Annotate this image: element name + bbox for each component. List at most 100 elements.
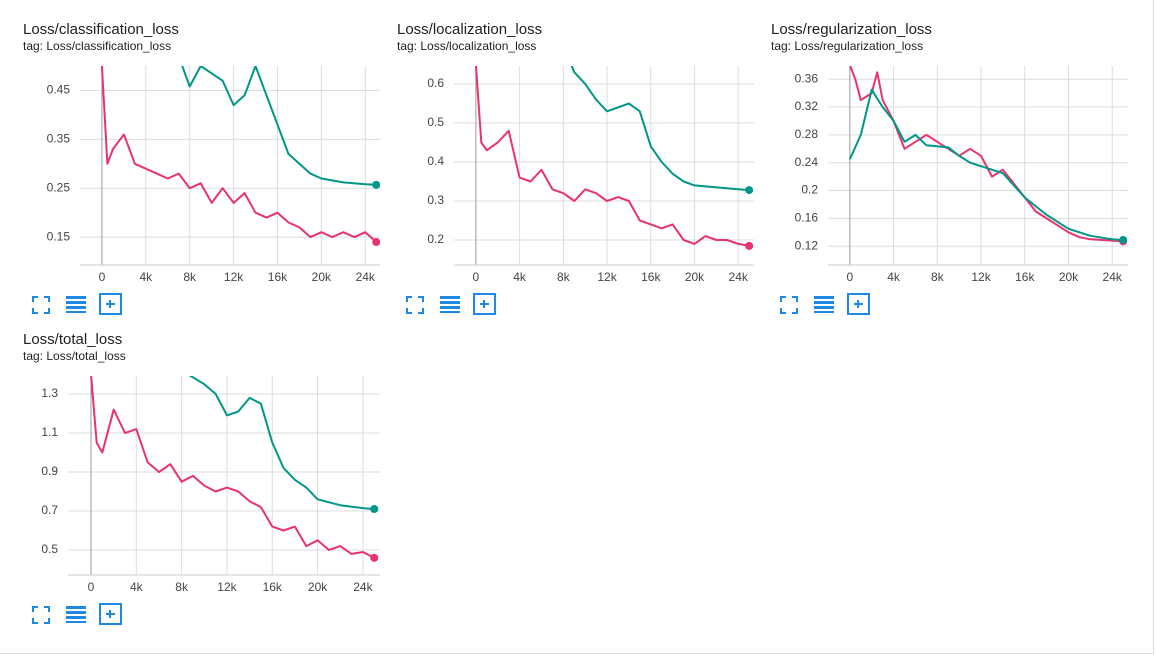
card: Loss/localization_loss tag: Loss/localiza… xyxy=(374,0,754,320)
x-tick-label: 0 xyxy=(88,580,95,594)
x-tick-label: 20k xyxy=(312,270,332,284)
y-tick-label: 0.2 xyxy=(801,183,818,197)
y-tick-label: 0.5 xyxy=(41,542,58,556)
y-tick-label: 0.45 xyxy=(47,83,71,97)
x-tick-label: 24k xyxy=(353,580,373,594)
chart-title: Loss/classification_loss xyxy=(23,21,179,38)
log-icon[interactable] xyxy=(814,296,834,313)
log-icon[interactable] xyxy=(66,296,86,313)
y-tick-label: 0.16 xyxy=(795,211,819,225)
x-tick-label: 12k xyxy=(224,270,244,284)
end-point xyxy=(745,241,754,250)
x-tick-label: 24k xyxy=(356,270,376,284)
line xyxy=(90,376,375,559)
end-point xyxy=(372,238,380,247)
chart-subtitle: tag: Loss/localization_loss xyxy=(397,39,536,53)
x-tick-label: 12k xyxy=(597,270,617,284)
end-point xyxy=(370,553,379,562)
y-tick-label: 0.6 xyxy=(427,76,444,90)
fit-icon[interactable] xyxy=(473,293,496,315)
x-tick-label: 12k xyxy=(971,270,991,284)
y-tick-label: 0.25 xyxy=(47,180,71,194)
card: Loss/classification_loss tag: Loss/classi… xyxy=(0,0,380,320)
end-point xyxy=(370,505,379,514)
y-tick-label: 0.5 xyxy=(427,115,444,129)
y-tick-label: 1.1 xyxy=(41,425,58,439)
fit-icon[interactable] xyxy=(99,293,122,315)
line xyxy=(848,88,1124,241)
x-tick-label: 20k xyxy=(685,270,705,284)
fit-icon[interactable] xyxy=(99,603,122,625)
x-tick-label: 4k xyxy=(139,270,153,284)
fullscreen-icon[interactable] xyxy=(406,296,424,314)
card: Loss/regularization_loss tag: Loss/regula… xyxy=(748,0,1128,320)
toolbar[interactable] xyxy=(32,293,122,315)
line xyxy=(188,376,375,511)
x-tick-label: 8k xyxy=(557,270,571,284)
plot xyxy=(90,376,375,559)
end-point xyxy=(745,186,754,195)
fit-icon[interactable] xyxy=(847,293,870,315)
x-tick-label: 8k xyxy=(183,270,197,284)
log-icon[interactable] xyxy=(440,296,460,313)
y-tick-label: 0.9 xyxy=(41,464,58,478)
toolbar[interactable] xyxy=(406,293,496,315)
y-tick-label: 0.28 xyxy=(795,127,819,141)
y-tick-label: 0.12 xyxy=(795,238,819,252)
line xyxy=(849,66,1124,243)
y-tick-label: 0.24 xyxy=(795,155,819,169)
x-tick-label: 16k xyxy=(641,270,661,284)
y-tick-label: 0.4 xyxy=(427,154,444,168)
y-tick-label: 0.7 xyxy=(41,503,58,517)
x-tick-label: 16k xyxy=(268,270,288,284)
y-tick-label: 0.15 xyxy=(47,229,71,243)
x-tick-label: 0 xyxy=(473,270,480,284)
chart-subtitle: tag: Loss/total_loss xyxy=(23,349,126,363)
y-tick-label: 1.3 xyxy=(41,386,58,400)
fullscreen-icon[interactable] xyxy=(32,606,50,624)
plot xyxy=(100,66,377,243)
x-tick-label: 0 xyxy=(847,270,854,284)
chart-title: Loss/localization_loss xyxy=(397,21,542,38)
y-tick-label: 0.32 xyxy=(795,99,819,113)
y-tick-label: 0.36 xyxy=(795,71,819,85)
line xyxy=(181,66,377,186)
x-tick-label: 8k xyxy=(931,270,945,284)
log-icon[interactable] xyxy=(66,606,86,623)
end-point xyxy=(372,180,380,189)
x-tick-label: 16k xyxy=(1015,270,1035,284)
toolbar[interactable] xyxy=(780,293,870,315)
x-tick-label: 8k xyxy=(175,580,189,594)
y-tick-label: 0.3 xyxy=(427,193,444,207)
x-tick-label: 20k xyxy=(308,580,328,594)
chart-subtitle: tag: Loss/regularization_loss xyxy=(771,39,923,53)
plot xyxy=(848,66,1124,243)
card: Loss/total_loss tag: Loss/total_loss 0.5 0.… xyxy=(0,310,380,630)
fullscreen-icon[interactable] xyxy=(32,296,50,314)
line xyxy=(475,66,750,247)
chart-subtitle: tag: Loss/classification_loss xyxy=(23,39,171,53)
x-tick-label: 24k xyxy=(729,270,749,284)
toolbar[interactable] xyxy=(32,603,122,625)
x-tick-label: 24k xyxy=(1103,270,1123,284)
end-point xyxy=(1119,235,1128,244)
x-tick-label: 4k xyxy=(513,270,527,284)
x-tick-label: 4k xyxy=(130,580,144,594)
y-tick-label: 0.2 xyxy=(427,232,444,246)
x-tick-label: 0 xyxy=(99,270,106,284)
x-tick-label: 16k xyxy=(263,580,283,594)
line xyxy=(570,66,750,192)
chart-title: Loss/regularization_loss xyxy=(771,21,932,38)
fullscreen-icon[interactable] xyxy=(780,296,798,314)
chart-title: Loss/total_loss xyxy=(23,331,122,348)
x-tick-label: 12k xyxy=(217,580,237,594)
x-tick-label: 20k xyxy=(1059,270,1079,284)
plot xyxy=(475,66,750,247)
y-tick-label: 0.35 xyxy=(47,132,71,146)
